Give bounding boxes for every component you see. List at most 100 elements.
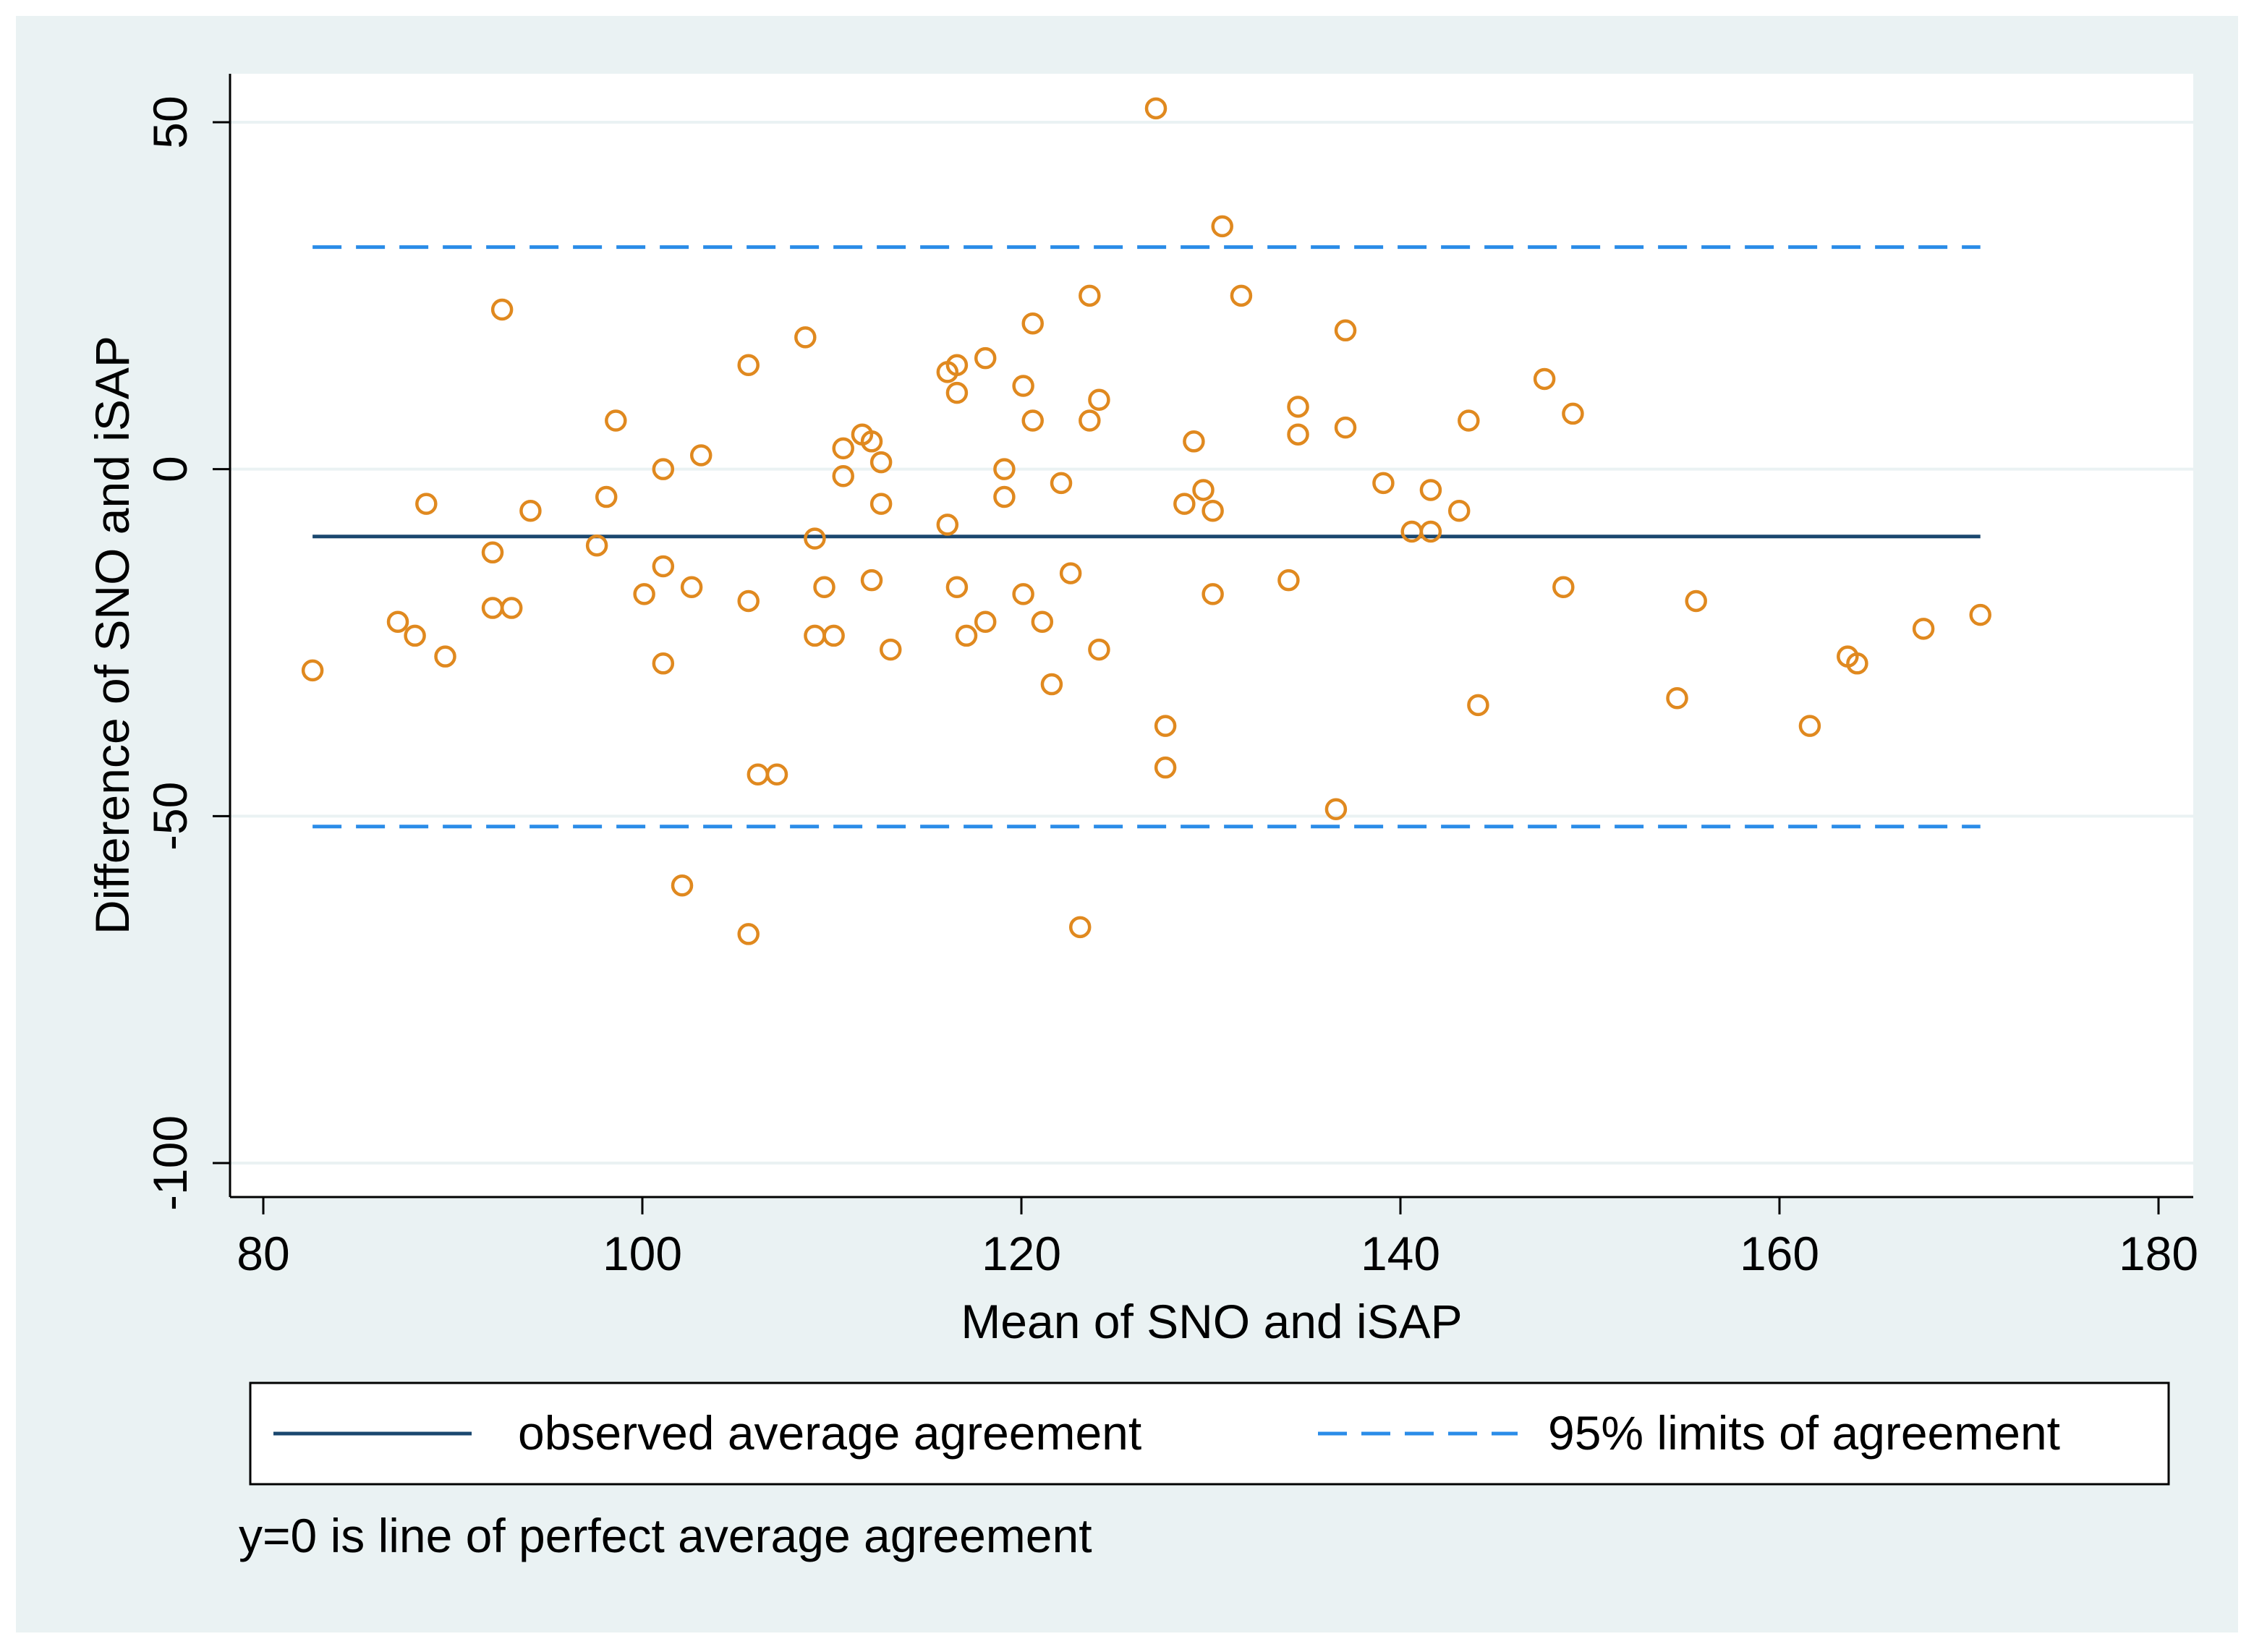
x-axis-ticks: 80 100 120 140 160 180 — [237, 1197, 2198, 1280]
data-point — [813, 576, 835, 599]
data-point — [1192, 479, 1215, 501]
x-tick-label: 120 — [982, 1227, 1061, 1280]
data-point — [936, 514, 959, 536]
data-point — [1277, 569, 1300, 592]
data-point — [1012, 375, 1034, 397]
data-point — [737, 923, 760, 945]
data-point — [1287, 396, 1309, 418]
data-point — [869, 493, 893, 515]
data-point — [879, 638, 902, 661]
chart-note: y=0 is line of perfect average agreement — [239, 1509, 1092, 1562]
data-point — [1202, 583, 1224, 605]
data-point — [974, 610, 997, 633]
data-point — [1183, 430, 1205, 453]
data-point — [974, 346, 997, 370]
data-point — [1050, 472, 1073, 495]
data-point — [1324, 798, 1348, 820]
data-point — [605, 409, 627, 432]
data-point — [689, 444, 713, 467]
x-tick-label: 180 — [2119, 1227, 2198, 1280]
data-point — [1969, 603, 1991, 626]
data-point — [1154, 715, 1177, 737]
data-point — [1533, 367, 1556, 391]
data-point — [1372, 472, 1395, 495]
data-point — [1154, 756, 1177, 779]
data-point — [1552, 576, 1575, 599]
data-point — [680, 576, 703, 599]
data-point — [1031, 610, 1054, 633]
data-point — [1021, 409, 1044, 432]
data-point — [945, 354, 969, 377]
data-point — [1334, 416, 1357, 439]
legend-box — [249, 1381, 2170, 1486]
data-points — [301, 97, 1991, 945]
data-point — [1021, 312, 1044, 335]
y-tick-label: 50 — [143, 95, 197, 148]
legend-label-limits-of-agreement: 95% limits of agreement — [1548, 1406, 2060, 1460]
data-point — [1685, 589, 1707, 613]
data-point — [1666, 686, 1688, 710]
data-point — [1798, 715, 1821, 737]
data-point — [500, 597, 523, 619]
data-point — [490, 298, 514, 321]
data-point — [595, 485, 618, 508]
data-point — [804, 527, 826, 550]
data-point — [1846, 652, 1868, 675]
data-point — [1467, 694, 1489, 717]
data-point — [1068, 916, 1092, 939]
data-point — [652, 555, 675, 578]
y-axis-label: Difference of SNO and iSAP — [85, 336, 139, 934]
data-point — [1088, 388, 1110, 411]
data-point — [1079, 284, 1101, 307]
data-point — [945, 381, 969, 404]
data-point — [860, 430, 883, 453]
data-point — [1040, 673, 1063, 696]
data-point — [1012, 583, 1034, 605]
data-point — [1230, 284, 1253, 307]
data-point — [1419, 520, 1442, 543]
data-point — [671, 874, 694, 897]
data-point — [415, 493, 438, 515]
x-axis-label: Mean of SNO and iSAP — [961, 1295, 1462, 1348]
data-point — [822, 624, 845, 647]
y-tick-label: 0 — [143, 456, 197, 482]
data-point — [794, 326, 817, 349]
data-point — [945, 576, 969, 599]
data-point — [955, 624, 978, 647]
data-point — [652, 652, 675, 675]
data-point — [993, 485, 1016, 508]
data-point — [1202, 499, 1224, 522]
data-point — [1419, 479, 1442, 501]
x-tick-label: 140 — [1361, 1227, 1440, 1280]
data-point — [869, 451, 893, 474]
data-point — [1447, 499, 1471, 522]
y-gridlines — [230, 121, 2193, 1165]
data-point — [1059, 562, 1082, 584]
legend: observed average agreement 95% limits of… — [249, 1381, 2170, 1486]
y-tick-label: -50 — [143, 782, 197, 851]
plot-area — [230, 74, 2193, 1197]
data-point — [832, 465, 854, 487]
data-point — [633, 583, 655, 605]
data-point — [519, 499, 542, 522]
data-point — [434, 645, 456, 668]
data-point — [832, 437, 854, 460]
data-point — [1912, 618, 1935, 640]
data-point — [1144, 97, 1168, 120]
data-point — [993, 458, 1016, 480]
data-point — [386, 610, 409, 633]
data-point — [765, 763, 788, 786]
data-point — [860, 569, 883, 592]
data-point — [301, 659, 324, 682]
data-point — [652, 458, 675, 480]
data-point — [1287, 423, 1309, 446]
x-tick-label: 100 — [603, 1227, 682, 1280]
data-point — [737, 589, 760, 613]
y-axis-ticks: -100 -50 0 50 — [143, 95, 230, 1211]
data-point — [1088, 638, 1110, 661]
data-point — [404, 624, 426, 647]
axes — [229, 74, 2193, 1198]
data-point — [1211, 215, 1233, 238]
y-tick-label: -100 — [143, 1115, 197, 1211]
